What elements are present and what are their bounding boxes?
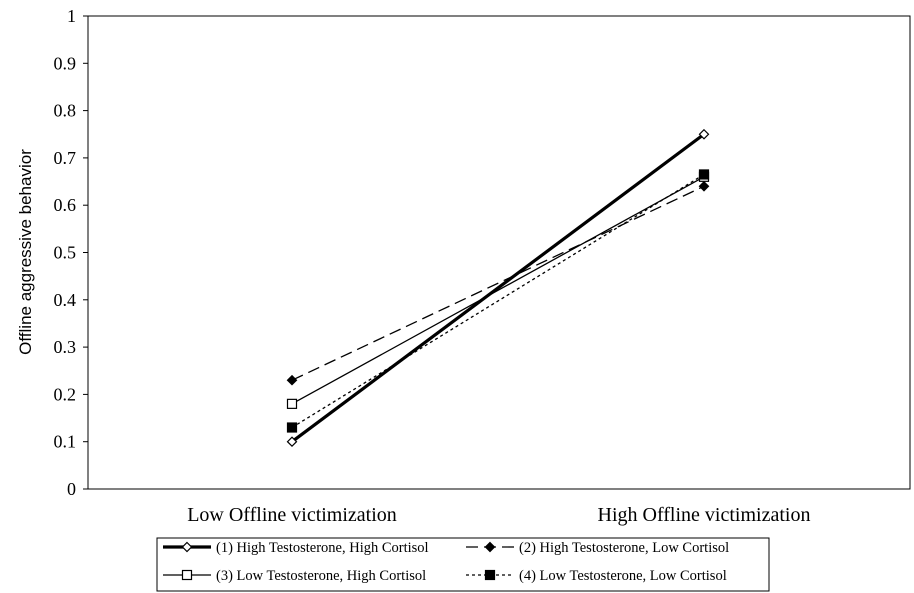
y-tick-label: 0.4 [54,290,77,310]
series-line [291,185,705,381]
data-point [286,422,298,433]
series-line [291,173,705,429]
x-tick-label: Low Offline victimization [187,504,397,526]
y-axis-label: Offline aggressive behavior [16,149,35,355]
y-tick-label: 0 [67,479,76,499]
data-point [286,436,298,448]
series-4 [286,169,710,433]
series-2 [286,180,710,386]
y-tick-label: 0.3 [54,337,77,357]
legend-marker [484,569,496,581]
y-tick-label: 0.2 [54,384,77,404]
legend-label: (1) High Testosterone, High Cortisol [216,540,429,556]
legend-marker [484,541,496,553]
legend-item: (2) High Testosterone, Low Cortisol [466,540,729,556]
y-tick-label: 0.8 [54,101,77,121]
series-1 [286,128,710,448]
legend-item: (3) Low Testosterone, High Cortisol [163,568,426,584]
series-layer [286,128,710,448]
legend-marker [181,541,193,553]
legend-marker [181,569,193,581]
legend-box [156,537,770,592]
legend-label: (4) Low Testosterone, Low Cortisol [519,568,727,584]
y-tick-label: 0.6 [54,195,77,215]
legend-item: (4) Low Testosterone, Low Cortisol [466,568,727,584]
data-point [698,169,710,180]
data-point [286,374,298,386]
y-tick-label: 0.9 [54,53,77,73]
x-axis-ticks: Low Offline victimization High Offline vi… [187,504,810,526]
legend: (1) High Testosterone, High Cortisol (2) … [156,537,770,592]
data-point [698,128,710,140]
y-tick-label: 0.7 [54,148,77,168]
x-tick-label: High Offline victimization [598,504,811,526]
y-tick-label: 0.1 [54,432,77,452]
legend-label: (2) High Testosterone, Low Cortisol [519,540,729,556]
legend-label: (3) Low Testosterone, High Cortisol [216,568,426,584]
series-line [291,132,705,443]
series-line [291,176,705,405]
y-tick-label: 1 [67,6,76,26]
data-point [698,180,710,192]
y-axis-ticks: 0 0.1 0.2 0.3 0.4 0.5 0.6 0.7 0.8 0.9 1 [54,6,88,499]
plot-area [87,15,911,490]
legend-item: (1) High Testosterone, High Cortisol [163,540,429,556]
y-tick-label: 0.5 [54,243,77,263]
data-point [286,398,298,409]
